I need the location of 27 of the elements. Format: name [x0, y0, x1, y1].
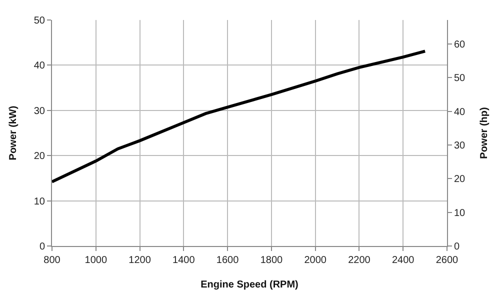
line-series: [52, 50, 427, 184]
y-tick-label: 30: [34, 106, 46, 117]
y-tick-label: 10: [34, 196, 46, 208]
x-tick-label: 2200: [348, 255, 371, 266]
y2-tick-label: 60: [454, 39, 466, 50]
x-axis-title: Engine Speed (RPM): [200, 280, 298, 290]
y-tick-label: 20: [34, 151, 46, 162]
y-tick-label: 0: [39, 242, 46, 252]
x-tick-label: 800: [44, 255, 61, 266]
x-tick-label: 2400: [392, 255, 415, 266]
y2-tick-label: 30: [454, 140, 466, 152]
x-tick-label: 1200: [128, 255, 152, 266]
x-tick-label: 2000: [304, 255, 327, 266]
y2-tick-label: 0: [454, 242, 460, 252]
x-tick-label: 1800: [260, 255, 283, 266]
y2-tick-label: 10: [454, 208, 466, 219]
y-tick-label: 40: [34, 60, 46, 72]
x-tick-label: 1600: [216, 255, 240, 266]
y2-tick-label: 20: [454, 174, 466, 186]
x-tick-label: 1400: [172, 255, 196, 266]
y2-tick-label: 40: [454, 106, 466, 118]
x-tick-label: 2600: [436, 255, 459, 266]
y-tick-label: 50: [34, 16, 46, 26]
x-tick-label: 1000: [84, 255, 108, 266]
y2-tick-label: 50: [454, 73, 466, 84]
y2-axis-title: Power (hp): [479, 107, 490, 159]
y-axis-title: Power (kW): [8, 106, 19, 160]
